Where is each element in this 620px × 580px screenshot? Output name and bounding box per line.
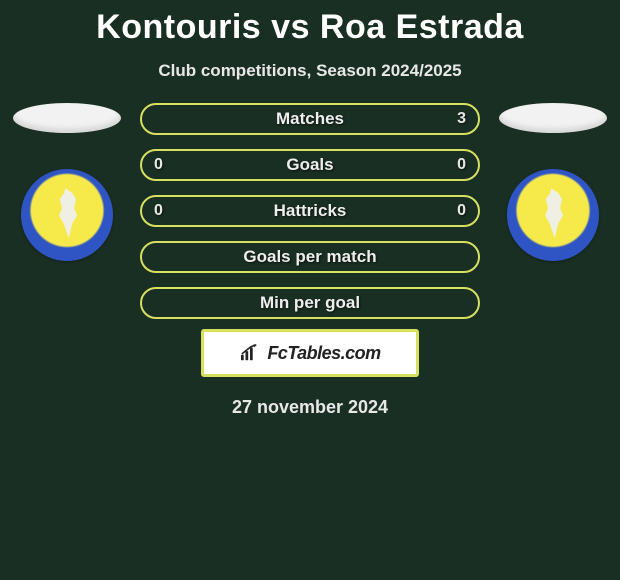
stat-label: Hattricks — [274, 201, 347, 221]
stat-label: Min per goal — [260, 293, 360, 313]
stat-right-value: 0 — [457, 156, 466, 174]
stat-row-goals: 0 Goals 0 — [140, 149, 480, 181]
watermark: FcTables.com — [201, 329, 419, 377]
stat-label: Goals — [286, 155, 333, 175]
stat-label: Goals per match — [243, 247, 376, 267]
stat-row-min-per-goal: Min per goal — [140, 287, 480, 319]
stat-left-value: 0 — [154, 202, 163, 220]
date-label: 27 november 2024 — [0, 397, 620, 418]
stat-right-value: 3 — [457, 110, 466, 128]
left-player-avatar — [13, 103, 121, 133]
stat-row-hattricks: 0 Hattricks 0 — [140, 195, 480, 227]
right-player-column — [498, 103, 608, 261]
right-club-badge — [507, 169, 599, 261]
stat-right-value: 0 — [457, 202, 466, 220]
stat-row-goals-per-match: Goals per match — [140, 241, 480, 273]
comparison-layout: Matches 3 0 Goals 0 0 Hattricks 0 Goals … — [0, 103, 620, 319]
subtitle: Club competitions, Season 2024/2025 — [0, 61, 620, 81]
stats-column: Matches 3 0 Goals 0 0 Hattricks 0 Goals … — [140, 103, 480, 319]
stat-row-matches: Matches 3 — [140, 103, 480, 135]
stat-label: Matches — [276, 109, 344, 129]
left-club-badge — [21, 169, 113, 261]
page-title: Kontouris vs Roa Estrada — [0, 0, 620, 47]
watermark-text: FcTables.com — [267, 343, 380, 364]
chart-icon — [239, 344, 261, 362]
right-player-avatar — [499, 103, 607, 133]
stat-left-value: 0 — [154, 156, 163, 174]
left-player-column — [12, 103, 122, 261]
